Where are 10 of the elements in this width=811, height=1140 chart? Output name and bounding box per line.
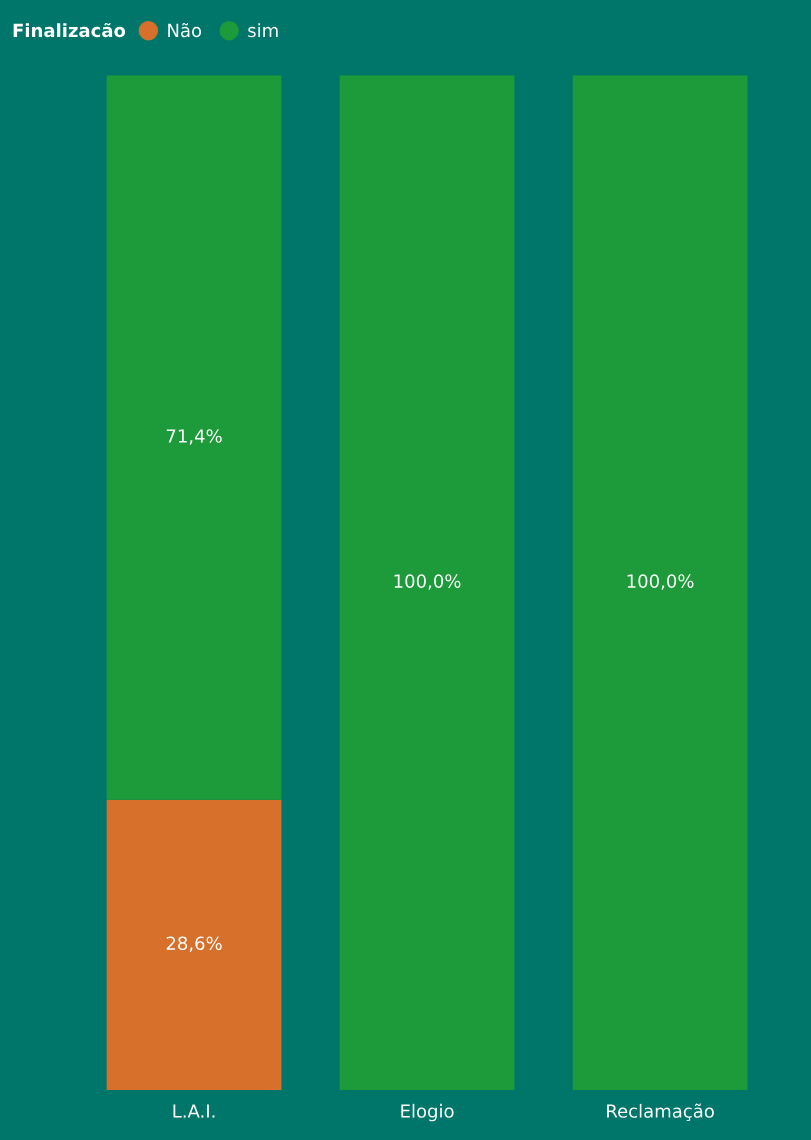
legend-label: Não bbox=[168, 22, 202, 38]
x-tick-label: Reclamação bbox=[607, 1103, 714, 1122]
data-label: 71,4% bbox=[166, 429, 222, 445]
data-label: 100,0% bbox=[394, 574, 461, 590]
data-label: 100,0% bbox=[627, 574, 694, 590]
legend-label: sim bbox=[248, 23, 278, 38]
x-tick-label: L.A.I. bbox=[173, 1104, 215, 1118]
x-tick-label: Elogio bbox=[401, 1103, 454, 1122]
data-label: 28,6% bbox=[166, 936, 222, 952]
legend-title: Finalizacão bbox=[13, 22, 126, 38]
